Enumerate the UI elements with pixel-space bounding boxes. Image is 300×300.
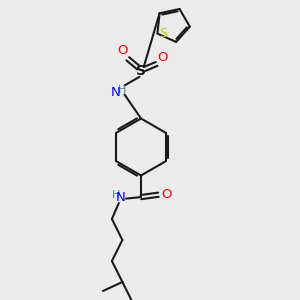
Text: S: S (159, 27, 167, 40)
Text: O: O (157, 51, 168, 64)
Text: O: O (118, 44, 128, 57)
Text: S: S (136, 64, 146, 78)
Text: O: O (161, 188, 172, 201)
Text: N: N (116, 190, 126, 204)
Text: H: H (118, 85, 126, 95)
Text: H: H (112, 190, 120, 200)
Text: N: N (111, 85, 121, 99)
